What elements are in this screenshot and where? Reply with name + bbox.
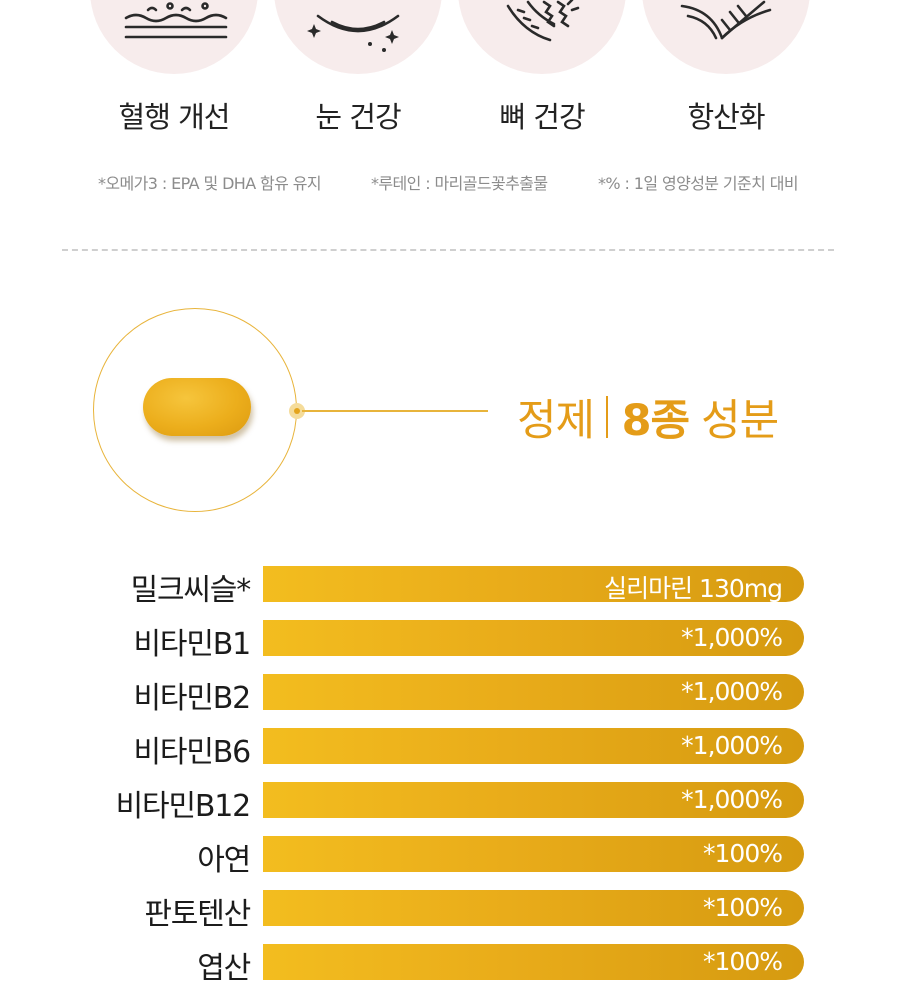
ingredient-value: *100% [703,947,783,976]
benefit-label-eye: 눈 건강 [315,100,401,134]
ingredient-name: 비타민B12 [115,789,252,824]
ingredient-value: *100% [703,893,783,922]
tablet-image [143,378,251,436]
ingredient-name: 비타민B2 [133,681,252,716]
ingredient-row: 판토텐산 *100% [0,888,900,932]
heading-separator [606,396,608,438]
connector-line [302,410,488,412]
ingredient-bar: *1,000% [263,620,804,656]
ingredient-bar: *100% [263,836,804,872]
ingredient-row: 비타민B2 *1,000% [0,672,900,716]
antioxidant-icon [642,0,810,74]
ingredient-row: 비타민B1 *1,000% [0,618,900,662]
ingredient-name: 엽산 [197,951,251,986]
blood-flow-icon [90,0,258,74]
ingredient-value: 실리마린 130mg [604,574,783,602]
footnote-omega3: *오메가3 : EPA 및 DHA 함유 유지 [98,174,322,193]
heading-count: 8종 [621,396,690,446]
footnote-lutein: *루테인 : 마리골드꽃추출물 [371,174,548,193]
benefit-label-blood-flow: 혈행 개선 [118,100,231,134]
ingredient-value: *1,000% [681,785,783,814]
ingredient-bar: *1,000% [263,674,804,710]
ingredient-bar: *1,000% [263,782,804,818]
ingredient-row: 비타민B6 *1,000% [0,726,900,770]
heading-suffix: 성분 [701,396,779,446]
ingredient-name: 비타민B6 [133,735,252,770]
ingredient-value: *100% [703,839,783,868]
section-heading: 정제 8종 성분 [517,386,779,448]
ingredient-value: *1,000% [681,677,783,706]
ingredient-name: 판토텐산 [144,897,251,932]
ingredient-row: 밀크씨슬* 실리마린 130mg [0,564,900,608]
ingredient-value: *1,000% [681,623,783,652]
connector-dot-center [294,408,300,414]
ingredient-row: 비타민B12 *1,000% [0,780,900,824]
footnote-daily-value: *% : 1일 영양성분 기준치 대비 [598,174,799,193]
ingredient-bar: *100% [263,890,804,926]
benefit-label-bone: 뼈 건강 [499,100,585,134]
ingredient-bar: *1,000% [263,728,804,764]
ingredient-row: 아연 *100% [0,834,900,878]
ingredient-name: 비타민B1 [133,627,252,662]
eye-icon [274,0,442,74]
heading-label: 정제 [517,396,595,446]
ingredient-name: 밀크씨슬* [130,573,252,608]
ingredient-row: 엽산 *100% [0,942,900,986]
ingredient-value: *1,000% [681,731,783,760]
bone-icon [458,0,626,74]
benefit-label-antioxidant: 항산화 [687,100,765,134]
dashed-divider [62,249,834,251]
ingredient-bar: 실리마린 130mg [263,566,804,602]
ingredient-name: 아연 [197,843,251,878]
ingredient-bar: *100% [263,944,804,980]
